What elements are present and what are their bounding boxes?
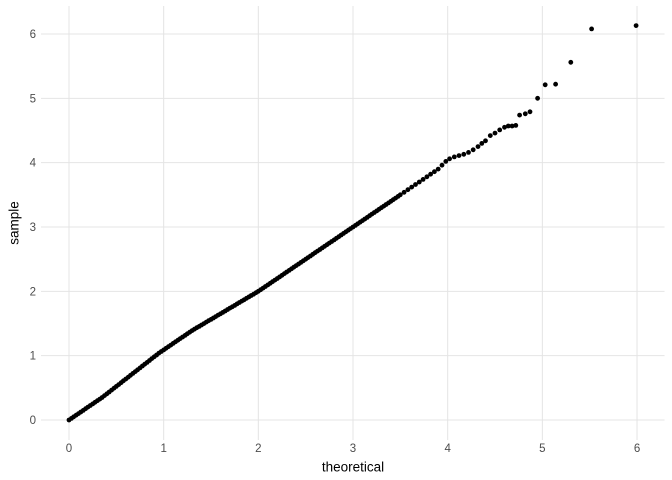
y-axis-tick-label: 1	[30, 351, 36, 363]
x-axis-title: theoretical	[321, 459, 385, 475]
data-point	[522, 111, 528, 117]
data-point	[466, 150, 471, 155]
data-point	[424, 174, 430, 180]
data-point	[479, 141, 485, 146]
data-point	[502, 124, 507, 130]
data-point	[409, 184, 415, 190]
data-point	[443, 159, 449, 164]
y-axis-tick-label: 3	[30, 222, 36, 234]
data-point	[568, 59, 574, 65]
data-point	[517, 112, 522, 118]
y-axis-tick-label: 6	[30, 29, 36, 41]
x-axis-tick-label: 3	[350, 443, 356, 455]
data-point	[397, 192, 403, 198]
x-axis-tick-label: 5	[539, 443, 545, 455]
data-point	[509, 123, 515, 129]
y-axis-tick-label: 0	[30, 415, 36, 427]
data-point	[420, 177, 426, 182]
data-point	[633, 23, 639, 28]
data-point	[492, 130, 498, 136]
x-axis-tick-label: 4	[444, 443, 451, 455]
data-point	[589, 26, 594, 32]
data-point	[542, 82, 548, 88]
y-axis-tick-label: 4	[30, 158, 37, 170]
data-point	[435, 166, 441, 172]
data-point	[401, 189, 407, 195]
data-point	[432, 169, 437, 175]
data-point	[428, 171, 433, 177]
data-point	[497, 127, 503, 133]
data-point	[451, 154, 457, 160]
data-point	[527, 109, 533, 115]
x-axis-tick-label: 1	[160, 443, 166, 455]
data-point	[487, 133, 493, 139]
y-axis-tick-label: 2	[30, 286, 36, 298]
y-axis-title: sample	[6, 201, 22, 245]
data-point	[513, 123, 519, 128]
data-point	[475, 144, 481, 150]
data-point	[470, 147, 476, 153]
x-axis-tick-label: 0	[66, 443, 72, 455]
data-point	[447, 156, 452, 162]
data-point	[505, 123, 511, 129]
x-axis-tick-label: 2	[255, 443, 261, 455]
data-point	[405, 187, 411, 193]
data-point	[535, 95, 540, 101]
y-axis-tick-label: 5	[30, 93, 36, 105]
data-point	[456, 153, 462, 159]
data-point	[439, 162, 445, 168]
data-point	[483, 138, 488, 144]
data-point	[553, 81, 558, 87]
x-axis-tick-label: 6	[634, 443, 640, 455]
data-point	[416, 179, 422, 185]
data-point	[413, 182, 418, 187]
data-point	[461, 151, 467, 157]
